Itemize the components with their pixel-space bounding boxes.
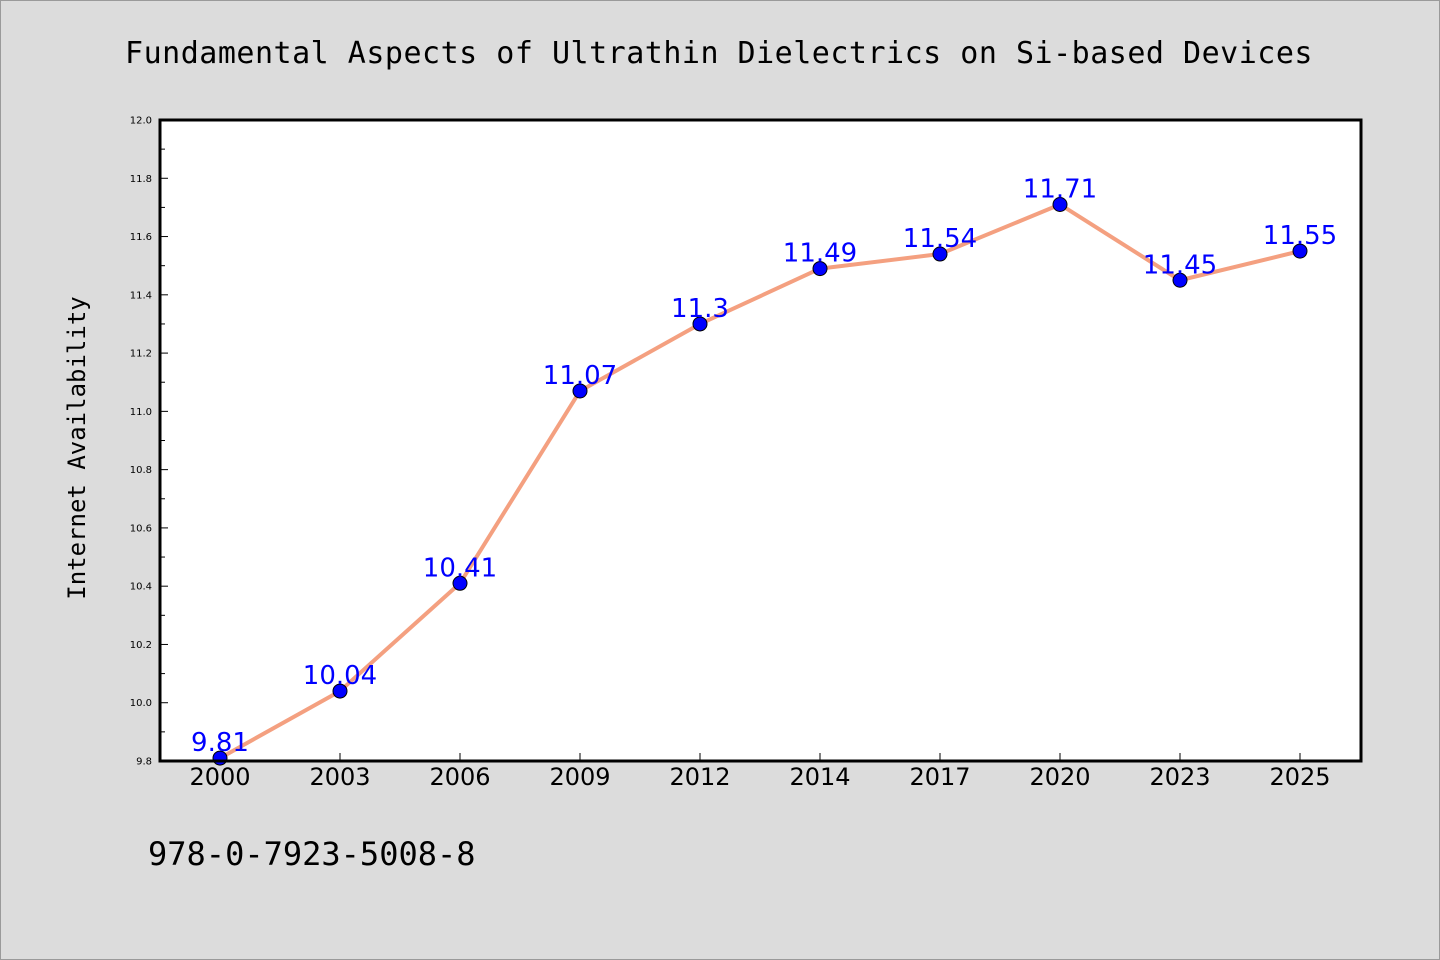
y-tick-label: 10.8 [130,465,152,476]
y-tick-label: 11.2 [130,349,152,360]
x-tick-label: 2006 [429,763,490,791]
y-tick-label: 12.0 [130,116,152,127]
plot-area [160,120,1361,761]
data-point [1292,243,1308,259]
y-axis-label: Internet Availability [63,296,91,599]
x-tick-label: 2012 [669,763,730,791]
y-tick-label: 9.8 [136,757,152,768]
series-line [218,202,1302,761]
data-point [812,261,828,277]
plot-border [158,118,1363,763]
data-point [932,246,948,262]
data-label: 11.55 [1263,221,1337,251]
chart-title: Fundamental Aspects of Ultrathin Dielect… [125,36,1313,71]
x-tick-label: 2020 [1029,763,1090,791]
data-point [572,383,588,399]
data-label: 11.54 [903,224,977,254]
data-point [692,316,708,332]
y-axis-ticks: 9.8 10.0 10.2 10.4 10.6 10.8 11.0 11.2 11.4 11.6 1… [130,116,168,768]
data-label: 11.71 [1023,174,1097,204]
series-layer [212,196,1308,766]
data-label: 11.07 [543,361,617,391]
y-tick-label: 10.0 [130,698,152,709]
data-label: 9.81 [191,728,249,758]
x-tick-label: 2003 [309,763,370,791]
data-point [452,575,468,591]
data-label: 10.04 [303,661,377,691]
y-tick-label: 11.6 [130,232,152,243]
x-tick-label: 2025 [1269,763,1330,791]
data-point [332,683,348,699]
x-tick-label: 2000 [189,763,250,791]
y-tick-label: 11.0 [130,407,152,418]
data-point [1172,272,1188,288]
x-tick-label: 2014 [789,763,850,791]
data-label: 11.49 [783,239,857,269]
y-tick-label: 11.8 [130,174,152,185]
data-label: 11.45 [1143,250,1217,280]
y-tick-label: 11.4 [130,290,152,301]
y-tick-label: 10.4 [130,582,152,593]
x-tick-label: 2023 [1149,763,1210,791]
x-axis-ticks: 2000 2003 2006 2009 2012 2014 2017 2020 2023 2025 [189,753,1331,791]
data-label: 10.41 [423,553,497,583]
x-tick-label: 2017 [909,763,970,791]
data-label: 11.3 [671,294,729,324]
y-tick-label: 10.2 [130,640,152,651]
footer-isbn: 978-0-7923-5008-8 [148,835,476,873]
data-label-layer: 9.81 10.04 10.41 11.07 11.3 11.49 11.54 11.71 11… [191,174,1337,758]
x-tick-label: 2009 [549,763,610,791]
y-tick-label: 10.6 [130,523,152,534]
data-point [1052,196,1068,212]
